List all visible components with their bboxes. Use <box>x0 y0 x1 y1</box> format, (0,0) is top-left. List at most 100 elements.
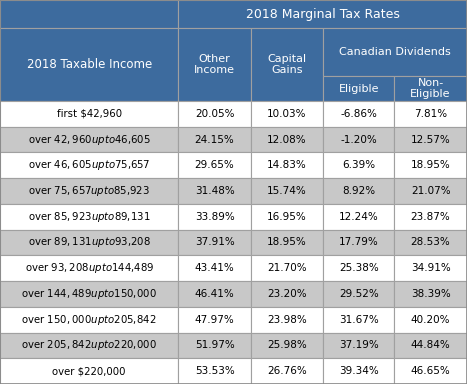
Text: first $42,960: first $42,960 <box>57 109 122 119</box>
Text: 23.20%: 23.20% <box>267 289 307 299</box>
Bar <box>394 358 467 384</box>
Text: 37.91%: 37.91% <box>195 237 234 248</box>
Bar <box>178 358 251 384</box>
Bar <box>323 127 394 152</box>
Bar <box>323 76 394 101</box>
Bar <box>251 178 323 204</box>
Bar <box>178 281 251 307</box>
Text: 21.70%: 21.70% <box>267 263 307 273</box>
Text: Non-
Eligible: Non- Eligible <box>410 78 451 99</box>
Bar <box>0 28 178 101</box>
Text: 12.57%: 12.57% <box>410 134 451 145</box>
Text: 21.07%: 21.07% <box>411 186 450 196</box>
Text: 12.08%: 12.08% <box>267 134 307 145</box>
Text: 2018 Marginal Tax Rates: 2018 Marginal Tax Rates <box>246 8 400 20</box>
Text: 51.97%: 51.97% <box>195 340 234 351</box>
Text: over $46,605 up to $75,657: over $46,605 up to $75,657 <box>28 158 150 172</box>
Text: 39.34%: 39.34% <box>339 366 379 376</box>
Text: 23.87%: 23.87% <box>410 212 451 222</box>
Text: 14.83%: 14.83% <box>267 160 307 170</box>
Text: 20.05%: 20.05% <box>195 109 234 119</box>
Bar <box>251 281 323 307</box>
Bar <box>394 281 467 307</box>
Text: over $85,923 up to $89,131: over $85,923 up to $89,131 <box>28 210 150 224</box>
Text: over $42,960 up to $46,605: over $42,960 up to $46,605 <box>28 132 150 147</box>
Text: 31.67%: 31.67% <box>339 314 379 325</box>
Bar <box>323 281 394 307</box>
Text: 7.81%: 7.81% <box>414 109 447 119</box>
Bar <box>251 333 323 358</box>
Text: 34.91%: 34.91% <box>410 263 451 273</box>
Text: 2018 Taxable Income: 2018 Taxable Income <box>27 58 152 71</box>
Bar <box>0 152 178 178</box>
Bar <box>323 178 394 204</box>
Bar <box>251 255 323 281</box>
Bar <box>323 101 394 127</box>
Bar <box>394 255 467 281</box>
Bar <box>394 101 467 127</box>
Bar <box>0 307 178 333</box>
Bar <box>178 204 251 230</box>
Bar <box>0 230 178 255</box>
Text: Canadian Dividends: Canadian Dividends <box>339 47 451 57</box>
Bar <box>323 152 394 178</box>
Bar <box>0 101 178 127</box>
Text: over $89,131 up to $93,208: over $89,131 up to $93,208 <box>28 235 151 250</box>
Text: 25.38%: 25.38% <box>339 263 379 273</box>
Text: 43.41%: 43.41% <box>195 263 234 273</box>
Bar <box>0 358 178 384</box>
Text: 28.53%: 28.53% <box>410 237 451 248</box>
Bar <box>323 28 467 76</box>
Text: 17.79%: 17.79% <box>339 237 379 248</box>
Text: 44.84%: 44.84% <box>410 340 451 351</box>
Text: 53.53%: 53.53% <box>195 366 234 376</box>
Bar <box>251 152 323 178</box>
Text: over $144,489 up to $150,000: over $144,489 up to $150,000 <box>21 287 157 301</box>
Text: -6.86%: -6.86% <box>340 109 377 119</box>
Bar <box>394 230 467 255</box>
Bar <box>251 204 323 230</box>
Text: 18.95%: 18.95% <box>267 237 307 248</box>
Text: 25.98%: 25.98% <box>267 340 307 351</box>
Bar <box>394 127 467 152</box>
Bar <box>323 255 394 281</box>
Bar <box>178 230 251 255</box>
Bar <box>251 28 323 101</box>
Text: 12.24%: 12.24% <box>339 212 379 222</box>
Text: over $150,000 up to $205,842: over $150,000 up to $205,842 <box>21 313 157 327</box>
Bar <box>251 127 323 152</box>
Bar <box>178 0 467 28</box>
Bar <box>178 333 251 358</box>
Bar <box>251 230 323 255</box>
Text: over $75,657 up to $85,923: over $75,657 up to $85,923 <box>28 184 150 198</box>
Text: 6.39%: 6.39% <box>342 160 375 170</box>
Bar <box>0 333 178 358</box>
Text: 24.15%: 24.15% <box>195 134 234 145</box>
Bar <box>0 255 178 281</box>
Text: 38.39%: 38.39% <box>410 289 451 299</box>
Text: 33.89%: 33.89% <box>195 212 234 222</box>
Bar <box>323 333 394 358</box>
Bar <box>178 178 251 204</box>
Bar <box>178 307 251 333</box>
Bar <box>394 204 467 230</box>
Bar <box>0 127 178 152</box>
Bar <box>0 0 178 28</box>
Text: 31.48%: 31.48% <box>195 186 234 196</box>
Bar <box>394 178 467 204</box>
Bar <box>0 178 178 204</box>
Text: over $205,842 up to $220,000: over $205,842 up to $220,000 <box>21 338 157 353</box>
Text: 23.98%: 23.98% <box>267 314 307 325</box>
Text: over $93,208 up to $144,489: over $93,208 up to $144,489 <box>24 261 154 275</box>
Bar <box>178 101 251 127</box>
Text: 29.65%: 29.65% <box>195 160 234 170</box>
Text: -1.20%: -1.20% <box>340 134 377 145</box>
Bar <box>394 333 467 358</box>
Bar <box>323 358 394 384</box>
Text: 47.97%: 47.97% <box>195 314 234 325</box>
Bar <box>251 307 323 333</box>
Text: over $220,000: over $220,000 <box>52 366 126 376</box>
Bar <box>178 255 251 281</box>
Text: 46.41%: 46.41% <box>195 289 234 299</box>
Text: 29.52%: 29.52% <box>339 289 379 299</box>
